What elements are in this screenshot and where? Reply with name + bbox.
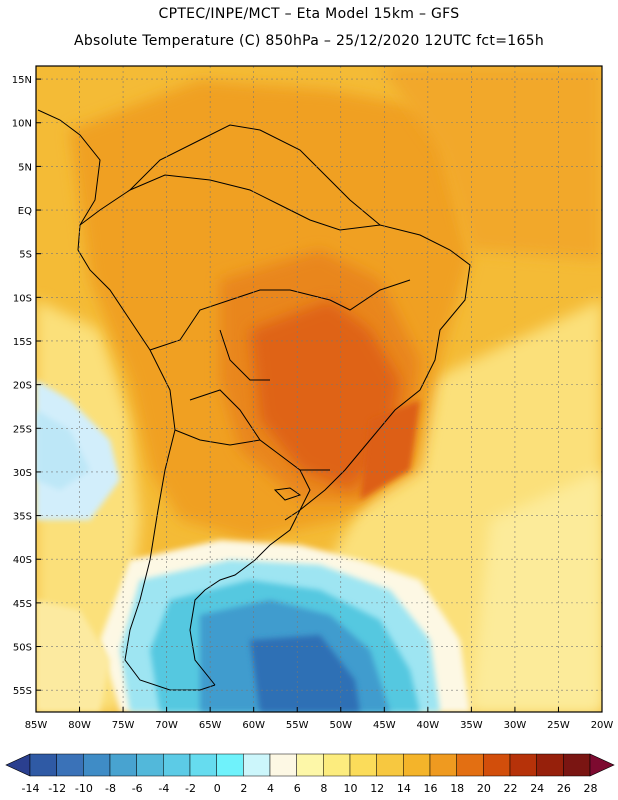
colorbar-label: 6 xyxy=(294,782,301,795)
colorbar-swatch xyxy=(216,753,244,777)
lat-label: 55S xyxy=(13,686,32,697)
colorbar-swatch xyxy=(403,753,431,777)
latitude-axis: 15N 10N 5N EQ 5S 10S 15S 20S 25S 30S 35S 40S 45S 50S 5… xyxy=(12,75,41,697)
colorbar-label: 24 xyxy=(530,782,544,795)
colorbar-label: -6 xyxy=(132,782,143,795)
lon-label: 55W xyxy=(286,720,309,731)
lon-label: 60W xyxy=(242,720,265,731)
lat-lon-grid xyxy=(35,66,603,712)
lon-label: 65W xyxy=(199,720,222,731)
colorbar-label: 18 xyxy=(450,782,464,795)
lat-label: 25S xyxy=(13,424,32,435)
lat-label: 5S xyxy=(19,250,32,261)
colorbar-swatch xyxy=(136,753,164,777)
colorbar-label: -10 xyxy=(75,782,93,795)
colorbar-swatch xyxy=(429,753,457,777)
colorbar-label: 26 xyxy=(557,782,571,795)
colorbar-label: -8 xyxy=(105,782,116,795)
colorbar-label: 28 xyxy=(584,782,598,795)
colorbar-label: -2 xyxy=(185,782,196,795)
colorbar-swatch xyxy=(269,753,297,777)
colorbar-min-arrow xyxy=(5,753,31,777)
colorbar-label: 8 xyxy=(320,782,327,795)
lat-label: 10S xyxy=(13,293,32,304)
lat-label: 20S xyxy=(13,381,32,392)
lat-label: 45S xyxy=(13,599,32,610)
colorbar-max-arrow xyxy=(589,753,615,777)
colorbar-swatch xyxy=(483,753,511,777)
title-line-2: Absolute Temperature (C) 850hPa – 25/12/… xyxy=(73,33,545,49)
lon-label: 70W xyxy=(155,720,178,731)
colorbar-label: 4 xyxy=(267,782,274,795)
map-frame xyxy=(35,65,603,713)
lat-label: EQ xyxy=(18,206,32,217)
lat-label: 15S xyxy=(13,337,32,348)
lon-label: 50W xyxy=(329,720,352,731)
colorbar-swatch xyxy=(509,753,537,777)
colorbar-swatch xyxy=(349,753,377,777)
colorbar-swatch xyxy=(109,753,137,777)
lon-label: 85W xyxy=(25,720,48,731)
colorbar-swatch xyxy=(456,753,484,777)
colorbar-swatch xyxy=(56,753,84,777)
colorbar-label: -14 xyxy=(22,782,40,795)
temperature-field xyxy=(36,66,602,712)
colorbar-label: 16 xyxy=(424,782,438,795)
colorbar-label: 22 xyxy=(504,782,518,795)
colorbar-swatch xyxy=(296,753,324,777)
coastlines xyxy=(37,109,471,691)
colorbar-swatch xyxy=(243,753,271,777)
colorbar-label: 2 xyxy=(240,782,247,795)
lon-label: 80W xyxy=(68,720,91,731)
colorbar-label: -4 xyxy=(158,782,169,795)
colorbar-label: 10 xyxy=(344,782,358,795)
colorbar-swatch xyxy=(376,753,404,777)
colorbar: -14 -12 -10 -8 -6 -4 -2 0 2 4 6 8 10 12 14 16 18 20 22 24 26… xyxy=(5,753,615,795)
colorbar-label: -12 xyxy=(48,782,66,795)
colorbar-swatch xyxy=(189,753,217,777)
lat-label: 50S xyxy=(13,643,32,654)
colorbar-swatch xyxy=(323,753,351,777)
lat-label: 10N xyxy=(12,119,32,130)
colorbar-label: 14 xyxy=(397,782,411,795)
lon-label: 30W xyxy=(504,720,527,731)
longitude-axis: 85W 80W 75W 70W 65W 60W 55W 50W 45W 40W 35W 30W 25W 2… xyxy=(25,707,614,731)
lat-label: 30S xyxy=(13,468,32,479)
lon-label: 35W xyxy=(460,720,483,731)
temperature-map: 15N 10N 5N EQ 5S 10S 15S 20S 25S 30S 35S 40S 45S 50S 5… xyxy=(12,65,614,731)
lat-label: 15N xyxy=(12,75,32,86)
colorbar-label: 20 xyxy=(477,782,491,795)
lon-label: 20W xyxy=(591,720,614,731)
lat-label: 5N xyxy=(18,162,32,173)
title-line-1: CPTEC/INPE/MCT – Eta Model 15km – GFS xyxy=(158,6,460,22)
colorbar-label: 12 xyxy=(370,782,384,795)
lon-label: 75W xyxy=(112,720,135,731)
lat-label: 35S xyxy=(13,512,32,523)
colorbar-swatch xyxy=(536,753,564,777)
colorbar-swatch xyxy=(563,753,591,777)
colorbar-swatch xyxy=(163,753,191,777)
colorbar-swatch xyxy=(83,753,111,777)
lat-label: 40S xyxy=(13,555,32,566)
lon-label: 40W xyxy=(417,720,440,731)
lon-label: 45W xyxy=(373,720,396,731)
colorbar-label: 0 xyxy=(214,782,221,795)
colorbar-swatch xyxy=(29,753,57,777)
lon-label: 25W xyxy=(547,720,570,731)
